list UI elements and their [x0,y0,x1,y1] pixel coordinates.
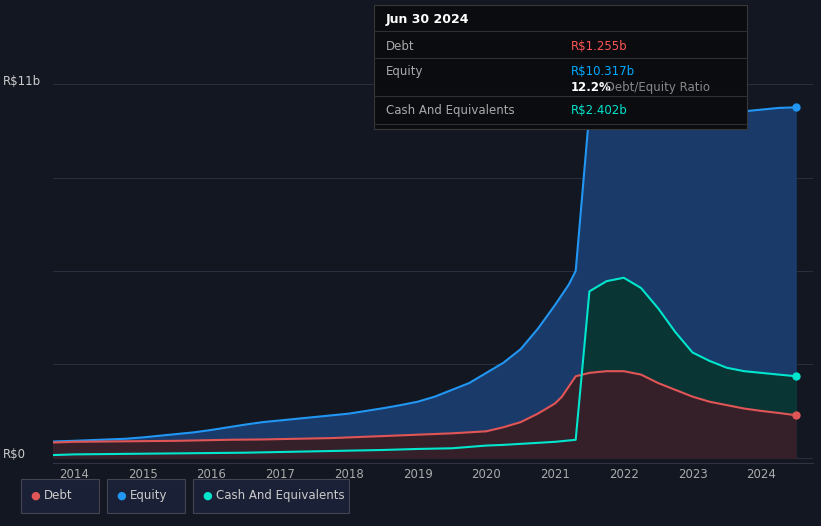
Text: R$11b: R$11b [2,75,40,88]
Text: Cash And Equivalents: Cash And Equivalents [386,105,515,117]
Text: ●: ● [117,491,126,501]
Text: Jun 30 2024: Jun 30 2024 [386,14,470,26]
Text: R$10.317b: R$10.317b [571,65,635,77]
Text: Equity: Equity [130,489,167,502]
Text: ●: ● [203,491,213,501]
Text: R$1.255b: R$1.255b [571,40,627,53]
Text: Equity: Equity [386,65,424,77]
Text: Debt: Debt [386,40,415,53]
Text: Cash And Equivalents: Cash And Equivalents [216,489,345,502]
Text: 12.2%: 12.2% [571,82,612,94]
Text: ●: ● [30,491,40,501]
Text: R$0: R$0 [2,449,25,461]
Text: Debt/Equity Ratio: Debt/Equity Ratio [602,82,710,94]
Text: R$2.402b: R$2.402b [571,105,627,117]
Text: Debt: Debt [44,489,72,502]
